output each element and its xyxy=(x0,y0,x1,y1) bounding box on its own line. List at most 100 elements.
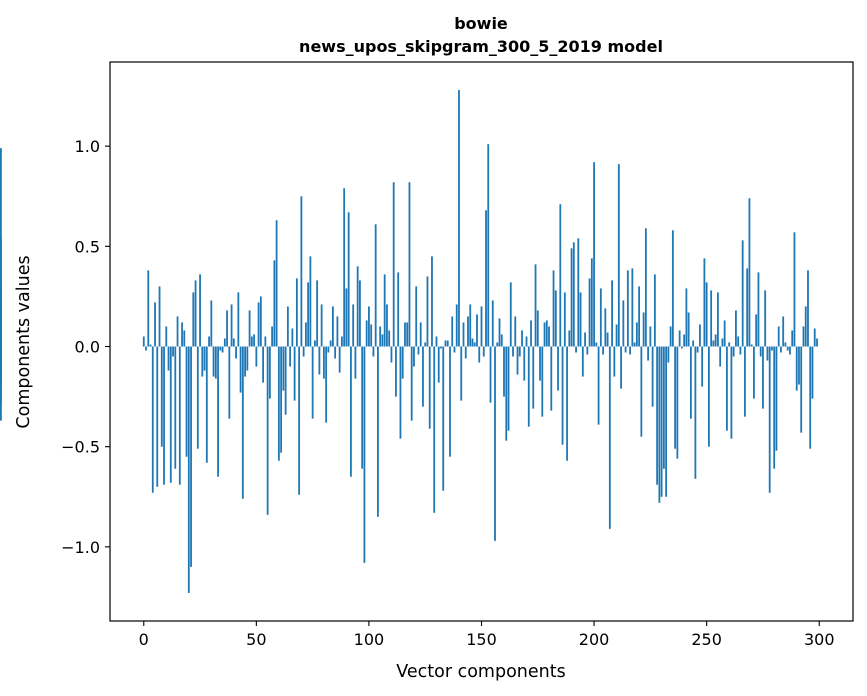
bar xyxy=(762,346,764,409)
bar xyxy=(291,328,294,347)
bar xyxy=(196,346,199,449)
bar xyxy=(413,346,415,367)
bar xyxy=(692,340,695,347)
bar xyxy=(255,346,258,367)
bar xyxy=(424,342,427,347)
bar xyxy=(313,340,316,347)
bar xyxy=(257,302,260,347)
bar xyxy=(559,204,562,347)
bar xyxy=(737,336,740,347)
bar xyxy=(145,346,147,351)
bar xyxy=(705,282,708,347)
bar xyxy=(613,346,616,377)
bar xyxy=(649,326,652,347)
bar xyxy=(631,268,634,347)
x-tick-label: 200 xyxy=(579,630,610,649)
bar xyxy=(201,346,204,377)
bar xyxy=(746,268,749,347)
bar xyxy=(539,346,541,381)
bar xyxy=(325,346,328,423)
bar xyxy=(388,330,391,347)
bar xyxy=(221,346,224,353)
bar xyxy=(674,346,677,449)
bar xyxy=(728,342,731,347)
bar xyxy=(775,346,778,451)
bar xyxy=(356,266,359,347)
bar xyxy=(408,182,411,347)
bar xyxy=(505,346,508,441)
x-tick-label: 0 xyxy=(139,630,149,649)
bar xyxy=(275,220,278,347)
bar xyxy=(635,322,638,347)
bar xyxy=(689,346,692,419)
bar xyxy=(570,248,573,347)
bar xyxy=(563,292,566,347)
bar xyxy=(651,346,654,407)
bar xyxy=(480,306,483,347)
y-tick-label: −0.5 xyxy=(61,438,100,457)
bar xyxy=(336,316,339,347)
bar xyxy=(789,346,791,355)
bar xyxy=(374,224,377,347)
bar xyxy=(341,336,343,347)
bar xyxy=(354,346,357,379)
bar xyxy=(433,346,436,513)
bar xyxy=(440,346,442,349)
bar xyxy=(795,346,798,391)
bar xyxy=(266,346,269,515)
bar xyxy=(665,346,668,497)
bar xyxy=(764,290,767,347)
bar xyxy=(622,300,625,347)
x-tick-label: 150 xyxy=(466,630,497,649)
bar xyxy=(172,346,174,357)
bar xyxy=(597,346,600,425)
bar xyxy=(590,258,593,347)
bar xyxy=(309,256,312,347)
bar xyxy=(203,346,206,371)
bar xyxy=(401,346,404,379)
bar xyxy=(368,306,370,347)
bar xyxy=(811,346,814,399)
bar xyxy=(431,256,433,347)
bar xyxy=(730,346,733,439)
bar xyxy=(624,346,627,353)
bar xyxy=(467,316,469,347)
bar xyxy=(322,346,325,379)
bar xyxy=(732,346,735,357)
bar xyxy=(545,320,548,347)
bar xyxy=(264,336,267,347)
bar xyxy=(759,346,762,357)
bar xyxy=(696,346,699,353)
bar xyxy=(572,242,575,347)
bar xyxy=(710,290,713,347)
bar xyxy=(428,346,431,429)
bar xyxy=(507,346,510,431)
bar xyxy=(471,338,474,347)
bar xyxy=(307,282,310,347)
bar xyxy=(802,326,805,347)
bar xyxy=(485,210,487,347)
bar xyxy=(469,304,472,347)
bar xyxy=(489,346,492,403)
bar xyxy=(181,322,183,347)
bar xyxy=(498,318,501,347)
bar xyxy=(525,336,528,347)
bar xyxy=(669,326,672,347)
bar xyxy=(151,346,154,493)
y-axis-label: Components values xyxy=(14,255,34,428)
y-tick-label: −1.0 xyxy=(61,538,100,557)
bar xyxy=(712,340,715,347)
bar xyxy=(158,286,161,347)
y-tick-label: 1.0 xyxy=(75,137,100,156)
bar xyxy=(167,346,170,371)
bar xyxy=(620,346,622,389)
bar xyxy=(595,342,598,347)
bar xyxy=(417,346,420,355)
bar xyxy=(381,334,384,347)
bar xyxy=(259,296,262,347)
bar xyxy=(271,326,274,347)
bar xyxy=(509,282,512,347)
x-axis-label: Vector components xyxy=(396,662,565,682)
bar xyxy=(370,324,373,347)
bar xyxy=(653,274,656,347)
